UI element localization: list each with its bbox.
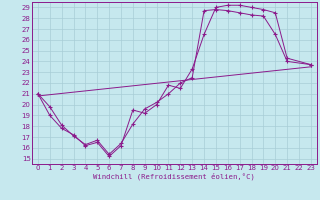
X-axis label: Windchill (Refroidissement éolien,°C): Windchill (Refroidissement éolien,°C) [93,173,255,180]
